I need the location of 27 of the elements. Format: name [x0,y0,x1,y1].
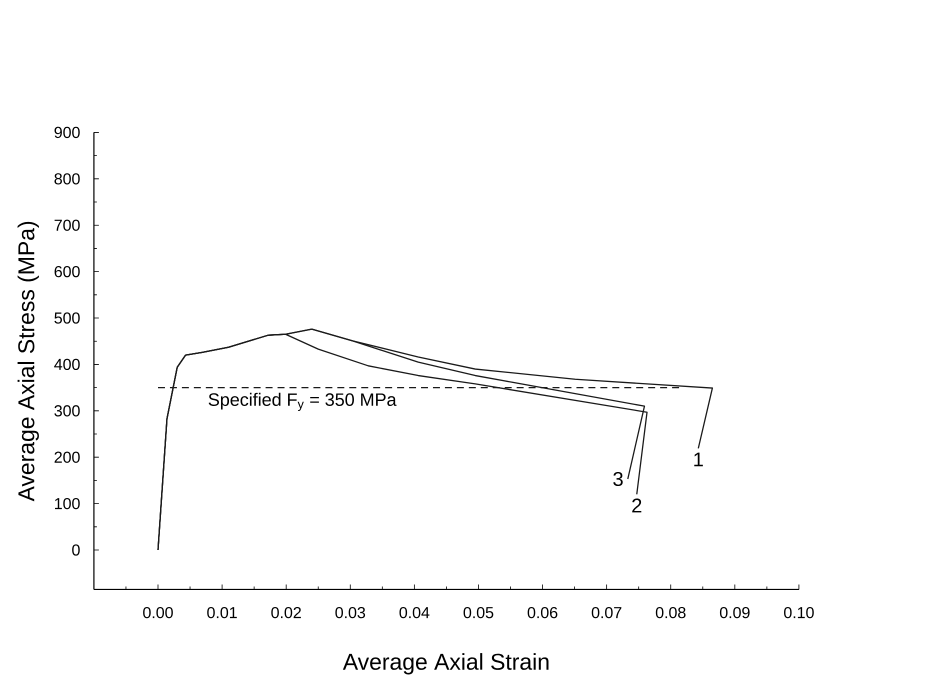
y-tick-label: 200 [54,452,80,463]
y-tick-label: 600 [54,266,80,278]
y-tick-label: 0 [72,544,80,556]
x-tick-label: 0.09 [720,606,750,618]
y-tick-label: 300 [54,405,80,416]
x-tick-label: 0.10 [784,606,814,618]
x-tick-label: 0.03 [335,606,366,618]
x-tick-label: 0.07 [592,606,622,618]
x-tick-label: 0.00 [143,606,173,618]
y-tick-label: 800 [54,173,80,184]
y-tick-label: 400 [54,358,80,370]
y-tick-label: 700 [54,220,80,231]
x-tick-label: 0.01 [207,606,237,618]
x-tick-label: 0.05 [464,606,494,618]
x-tick-label: 0.02 [271,606,301,618]
x-axis-title: Average Axial Strain [342,653,548,674]
y-axis-title: Average Axial Stress (MPa) [18,222,39,502]
series-label: 3 [613,472,623,486]
x-tick-label: 0.08 [656,606,686,618]
y-tick-label: 900 [54,126,80,138]
series-label: 1 [694,452,703,466]
x-tick-label: 0.04 [399,606,430,618]
y-tick-label: 100 [55,498,80,510]
ref-line-label: Specified F$_{y}$ = 350 MPa [208,392,397,411]
y-tick-label: 500 [54,312,80,324]
x-tick-label: 0.06 [528,606,558,618]
series-label: 2 [632,498,642,512]
